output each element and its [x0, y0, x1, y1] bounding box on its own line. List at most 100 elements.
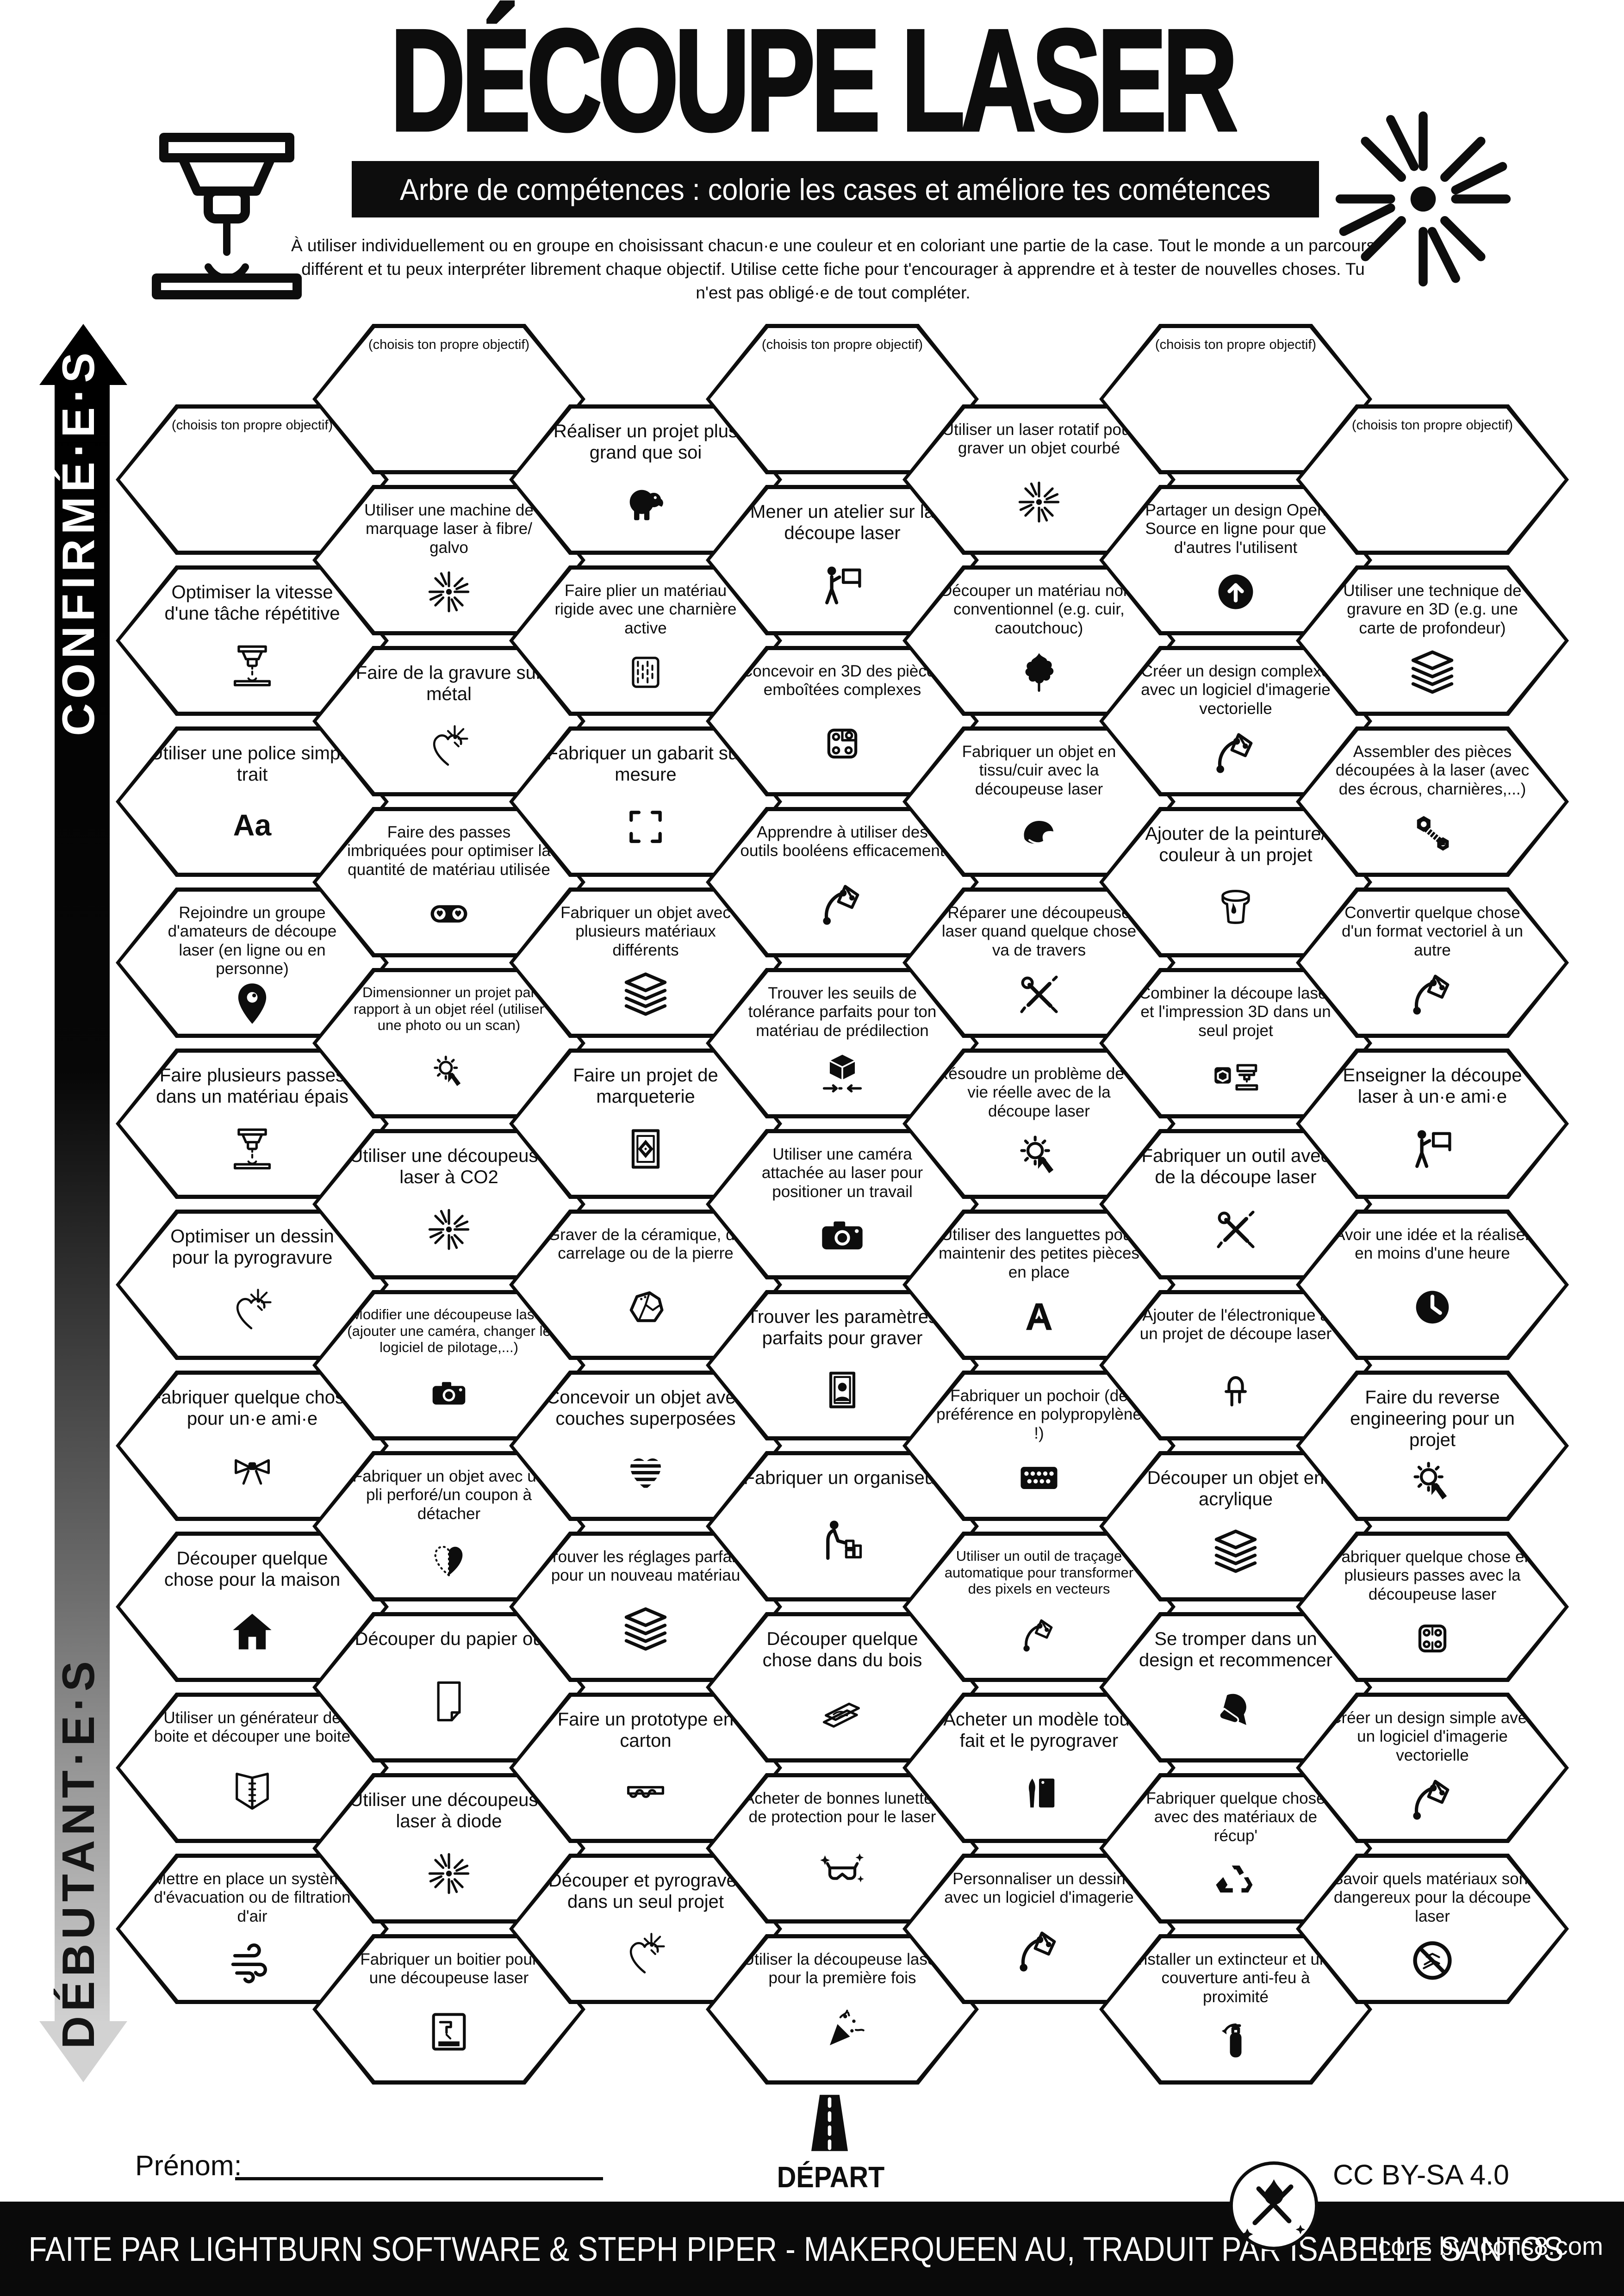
hex-label: Réaliser un projet plus grand que soi [554, 421, 738, 463]
hex-cell-4-5[interactable]: Utiliser des languettes pour maintenir d… [902, 1210, 1176, 1360]
hex-label: Graver de la céramique, du carrelage ou … [547, 1226, 744, 1263]
laser-burst-icon [422, 1188, 476, 1275]
laser-enclosure-icon [422, 1988, 476, 2081]
tabbed-letter-icon: A [1012, 1282, 1066, 1356]
skill-level-axis: CONFIRMÉ·E·S DÉBUTANT·E·S [39, 324, 127, 2082]
hex-cell-surface: Créer un design simple avec un logiciel … [1300, 1697, 1565, 1839]
hex-cell-1-7[interactable]: Fabriquer un objet avec un pli perforé/u… [312, 1451, 585, 1601]
hex-cell-5-0[interactable]: (choisis ton propre objectif) [1099, 324, 1372, 474]
no-materials-icon [1405, 1926, 1460, 2000]
hex-cell-6-9[interactable]: Savoir quels matériaux sont dangereux po… [1296, 1854, 1569, 2004]
tools-crossed-icon [1208, 1188, 1263, 1275]
tolerance-cube-icon [815, 1040, 870, 1114]
stone-icon [618, 1263, 673, 1356]
laser-burst-icon [422, 557, 476, 631]
starburst-icon [1333, 104, 1513, 294]
hex-cell-3-2[interactable]: Concevoir en 3D des pièces emboîtées com… [706, 646, 979, 796]
marquetry-icon [618, 1107, 673, 1195]
hex-cell-6-4[interactable]: Enseigner la découpe laser à un·e ami·e [1296, 1049, 1569, 1199]
pen-tool-icon [1016, 1597, 1062, 1678]
hex-label: Faire plier un matériau rigide avec une … [554, 582, 737, 637]
hex-label: Faire de la gravure sur métal [355, 663, 542, 704]
hex-label: Découper quelque chose dans du bois [762, 1629, 922, 1670]
hex-label: Fabriquer quelque chose en plusieurs pas… [1332, 1548, 1533, 1603]
hex-cell-0-7[interactable]: Découper quelque chose pour la maison [116, 1532, 389, 1682]
hex-cell-surface: Assembler des pièces découpées à la lase… [1300, 731, 1565, 873]
hex-cell-6-1[interactable]: Utiliser une technique de gravure en 3D … [1296, 565, 1569, 716]
safety-goggles-icon [815, 1827, 870, 1920]
laser-head-icon [225, 1107, 280, 1195]
layers-icon [618, 1585, 673, 1678]
hex-label: Optimiser un dessin pour la pyrogravure [170, 1226, 334, 1268]
hex-cell-surface: Utiliser une technique de gravure en 3D … [1300, 570, 1565, 712]
hex-label: Utiliser une machine de marquage laser à… [364, 501, 534, 557]
hex-cell-surface: Faire un projet de marqueterie [513, 1053, 778, 1195]
hex-label: Découper quelque chose pour la maison [164, 1548, 341, 1590]
hex-label: Utiliser une découpeuse laser à CO2 [349, 1146, 548, 1187]
hex-label: Découper du papier ou [355, 1629, 543, 1649]
hex-cell-6-0[interactable]: (choisis ton propre objectif) [1296, 404, 1569, 555]
layers-icon [618, 960, 673, 1034]
font-sample-icon: Aa [225, 785, 280, 873]
hex-label: Réparer une découpeuse laser quand quelq… [941, 904, 1137, 959]
first-name-label: Prénom: [135, 2150, 242, 2181]
hex-label: Utiliser un laser rotatif pour graver un… [942, 421, 1136, 458]
hex-label: (choisis ton propre objectif) [368, 337, 530, 352]
hex-label: Faire du reverse engineering pour un pro… [1350, 1387, 1515, 1450]
hex-cell-6-3[interactable]: Convertir quelque chose d'un format vect… [1296, 887, 1569, 1038]
hex-label: Faire un projet de marqueterie [573, 1065, 718, 1107]
footer-credit-text: FAITE PAR LIGHTBURN SOFTWARE & STEPH PIP… [28, 2229, 1564, 2268]
hex-label: Découper un matériau non-conventionnel (… [940, 582, 1138, 637]
hex-cell-6-7[interactable]: Fabriquer quelque chose en plusieurs pas… [1296, 1532, 1569, 1682]
hex-label: Optimiser la vitesse d'une tâche répétit… [164, 582, 340, 624]
hex-cell-1-3[interactable]: Faire des passes imbriquées pour optimis… [312, 807, 585, 957]
hex-label: Fabriquer un objet avec un pli perforé/u… [352, 1467, 546, 1523]
hex-label: Découper un objet en acrylique [1147, 1468, 1325, 1509]
hex-cell-1-5[interactable]: Utiliser une découpeuse laser à CO2 [312, 1129, 585, 1279]
upload-icon [1208, 557, 1263, 631]
clock-icon [1405, 1263, 1460, 1356]
gear-hand-icon [426, 1034, 472, 1114]
hex-cell-6-5[interactable]: Avoir une idée et la réaliser en moins d… [1296, 1210, 1569, 1360]
pen-tool-icon [1208, 718, 1263, 792]
hex-label: Résoudre un problème de la vie réelle av… [937, 1065, 1141, 1120]
start-label: DÉPART [777, 2160, 885, 2194]
stencil-icon [1012, 1443, 1066, 1517]
hex-label: Avoir une idée et la réaliser en moins d… [1334, 1226, 1531, 1263]
hex-label: Fabriquer un pochoir (de préférence en p… [936, 1387, 1142, 1442]
fabric-icon [1012, 799, 1066, 873]
presenter-icon [1405, 1107, 1460, 1195]
first-name-input-line[interactable] [235, 2147, 603, 2180]
road-icon [789, 2088, 870, 2158]
hex-label: Combiner la découpe laser et l'impressio… [1139, 984, 1333, 1040]
hex-label: Fabriquer un objet avec plusieurs matéri… [560, 904, 731, 959]
pen-tool-icon [815, 861, 870, 954]
camera-icon [815, 1201, 870, 1275]
license-badge: CC BY-SA 4.0 [1333, 2159, 1509, 2191]
heart-laser-icon [422, 705, 476, 792]
hex-cell-1-0[interactable]: (choisis ton propre objectif) [312, 324, 585, 474]
hex-label: Faire un prototype en carton [557, 1709, 734, 1751]
gear-hand-icon [1012, 1121, 1066, 1195]
hex-label: Installer un extincteur et une couvertur… [1134, 1950, 1338, 2006]
crop-frame-icon [618, 785, 673, 873]
hex-label: Acheter de bonnes lunettes de protection… [743, 1789, 941, 1826]
cardboard-icon [618, 1751, 673, 1839]
hex-cell-5-10[interactable]: Installer un extincteur et une couvertur… [1099, 1934, 1372, 2085]
hex-cell-6-6[interactable]: Faire du reverse engineering pour un pro… [1296, 1371, 1569, 1521]
hex-label: Fabriquer quelque chose pour un·e ami·e [149, 1387, 355, 1429]
hex-label: Fabriquer un boitier pour une découpeuse… [360, 1950, 538, 1987]
hex-label: Trouver les paramètres parfaits pour gra… [747, 1307, 938, 1348]
hex-label: Rejoindre un groupe d'amateurs de découp… [168, 904, 337, 978]
heart-laser-icon [225, 1268, 280, 1356]
icons8-tools-icon [1226, 2153, 1321, 2259]
engraved-portrait-icon [815, 1349, 870, 1436]
hex-cell-6-8[interactable]: Créer un design simple avec un logiciel … [1296, 1693, 1569, 1843]
hex-label: Fabriquer un objet en tissu/cuir avec la… [962, 743, 1116, 798]
hex-cell-surface: Faire du reverse engineering pour un pro… [1300, 1375, 1565, 1517]
laser-burst-icon [1012, 458, 1066, 551]
axis-gradient-shaft [55, 380, 110, 2026]
hex-cell-2-7[interactable]: Trouver les réglages parfaits pour un no… [509, 1532, 782, 1682]
hex-cell-6-2[interactable]: Assembler des pièces découpées à la lase… [1296, 726, 1569, 877]
